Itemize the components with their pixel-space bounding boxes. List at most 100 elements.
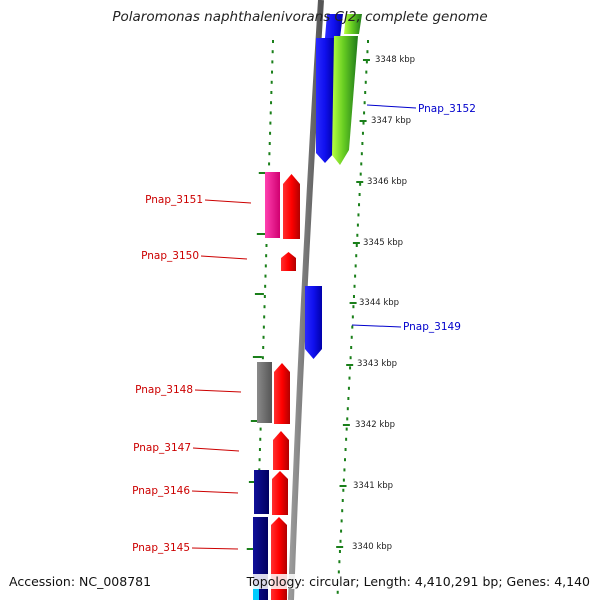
tick-mark <box>263 315 266 319</box>
major-tick <box>250 420 260 422</box>
major-tick <box>256 233 266 235</box>
tick-mark <box>263 305 266 309</box>
major-tick <box>254 293 264 295</box>
gene-label: Pnap_3151 <box>145 194 203 206</box>
tick-mark <box>354 264 357 268</box>
kbp-scale-labels: 3348 kbp 3347 kbp 3346 kbp 3345 kbp 3344 kbp… <box>352 55 415 552</box>
tick-mark <box>346 417 349 421</box>
kbp-label: 3344 kbp <box>359 298 399 308</box>
tick-mark <box>344 448 347 451</box>
tick-mark <box>358 193 361 196</box>
tick-mark <box>352 295 355 298</box>
tick-mark <box>261 356 264 360</box>
tick-mark <box>263 295 266 298</box>
tick-mark <box>362 121 365 125</box>
tick-mark <box>262 346 265 349</box>
major-tick <box>362 59 370 61</box>
tick-mark <box>352 305 355 309</box>
tick-mark <box>345 427 348 431</box>
tick-mark <box>346 407 349 411</box>
gene-leader-line <box>351 324 402 328</box>
major-tick <box>349 302 357 304</box>
tick-mark <box>271 50 274 54</box>
kbp-label: 3340 kbp <box>352 542 392 552</box>
tick-mark <box>258 458 261 462</box>
accession-label: Accession: NC_008781 <box>9 574 152 589</box>
tick-mark <box>264 284 267 288</box>
tick-mark <box>342 488 345 492</box>
major-tick <box>246 548 256 550</box>
tick-mark <box>365 60 368 64</box>
tick-mark <box>354 274 357 278</box>
gene-pnap-3149 <box>305 286 322 359</box>
tick-mark <box>270 91 273 94</box>
tick-mark <box>269 131 272 135</box>
tick-mark <box>367 40 369 43</box>
tick-mark <box>343 458 346 462</box>
tick-mark <box>339 539 342 543</box>
tick-mark <box>269 111 272 115</box>
tick-mark <box>262 325 265 329</box>
tick-mark <box>351 315 354 319</box>
gene-pnap-3152-green <box>332 36 358 165</box>
tick-mark <box>349 366 352 370</box>
kbp-label: 3343 kbp <box>357 359 397 369</box>
tick-mark <box>359 172 362 176</box>
tick-mark <box>357 213 360 217</box>
gene-pnap-3151-red <box>283 174 300 239</box>
tick-mark <box>340 529 343 533</box>
tick-mark <box>353 284 356 288</box>
right-tick-track <box>336 40 370 594</box>
kbp-label: 3345 kbp <box>363 238 403 248</box>
tick-mark <box>269 121 272 125</box>
tick-mark <box>366 50 369 54</box>
tick-mark <box>350 335 353 339</box>
tick-mark <box>270 101 273 105</box>
gene-label: Pnap_3150 <box>141 250 199 262</box>
gene-leader-line <box>366 104 417 109</box>
tick-mark <box>358 203 361 207</box>
major-tick <box>252 356 262 358</box>
gene-leader-line <box>192 447 240 452</box>
gene-leader-line <box>194 389 242 393</box>
tick-mark <box>363 111 366 115</box>
gene-pnap-3147 <box>273 431 289 470</box>
gene-pnap-3150 <box>281 252 296 271</box>
tick-mark <box>360 152 363 156</box>
gene-leader-line <box>200 255 248 260</box>
major-tick <box>346 364 354 366</box>
gene-label: Pnap_3147 <box>133 442 191 454</box>
tick-mark <box>345 437 348 441</box>
kbp-label: 3342 kbp <box>355 420 395 430</box>
major-tick <box>352 242 360 244</box>
gene-pnap-3152-blue <box>316 38 334 163</box>
tick-mark <box>343 468 346 472</box>
gene-green-top <box>344 14 362 34</box>
gene-pnap-3146-red <box>272 471 288 515</box>
major-tick <box>258 172 268 174</box>
tick-mark <box>349 356 352 360</box>
major-tick <box>342 424 350 426</box>
tick-mark <box>359 182 362 186</box>
tick-mark <box>337 570 340 574</box>
tick-mark <box>365 70 368 74</box>
gene-label: Pnap_3148 <box>135 384 193 396</box>
major-tick <box>336 546 344 548</box>
tick-mark <box>272 40 274 43</box>
gene-label: Pnap_3146 <box>132 485 190 497</box>
kbp-label: 3347 kbp <box>371 116 411 126</box>
tick-mark <box>361 131 364 135</box>
gene-pnap-3151-pink <box>265 172 280 238</box>
gene-cyan-bottom <box>253 585 259 600</box>
tick-mark <box>361 142 364 145</box>
tick-mark <box>271 70 274 74</box>
gene-blue-top <box>325 14 343 38</box>
major-tick <box>339 485 347 487</box>
major-tick <box>356 181 364 183</box>
tick-mark <box>348 376 351 380</box>
tick-mark <box>356 223 359 227</box>
tick-mark <box>355 244 358 247</box>
tick-mark <box>265 244 268 247</box>
tick-mark <box>338 560 341 564</box>
